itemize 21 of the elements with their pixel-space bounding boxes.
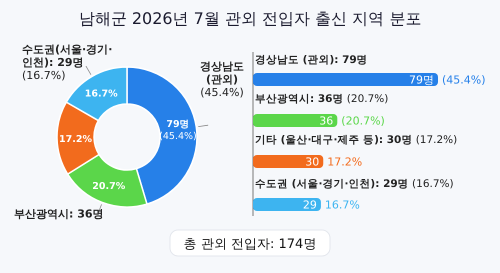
- slice-label: 부산광역시: 36명: [14, 208, 104, 221]
- data-label: 16.7%: [84, 88, 118, 100]
- annotation: (45.4%): [442, 74, 486, 86]
- annotation: 16.7%: [324, 198, 360, 212]
- y-tick-label: 부산광역시: 36명 (20.7%): [255, 93, 388, 105]
- data-label: 20.7%: [92, 181, 126, 192]
- data-label: 79명 (45.4%): [159, 119, 197, 142]
- slice-label: 수도권(서울·경기· 인천): 29명 (16.7%): [22, 43, 112, 82]
- y-tick-label: 기타 (울산·대구·제주 등): 30명 (17.2%): [255, 134, 458, 146]
- text: 총 관외 전입자: 174명: [184, 237, 316, 252]
- data-label: 17.2%: [59, 134, 92, 145]
- data-label: 30: [305, 156, 320, 168]
- chart-title: 남해군 2026년 7월 관외 전입자 출신 지역 분포: [78, 9, 422, 28]
- slice-label: 경상남도 (관외) (45.4%): [200, 60, 244, 99]
- y-tick-label: 경상남도 (관외): 79명: [255, 54, 368, 66]
- y-tick-label: 수도권 (서울·경기·인천): 29명 (16.7%): [255, 178, 454, 190]
- data-label: 29: [302, 198, 317, 212]
- data-label: 36: [319, 114, 334, 128]
- annotation: (20.7%): [341, 114, 385, 128]
- annotation: 17.2%: [327, 156, 362, 168]
- data-label: 79명: [409, 74, 434, 86]
